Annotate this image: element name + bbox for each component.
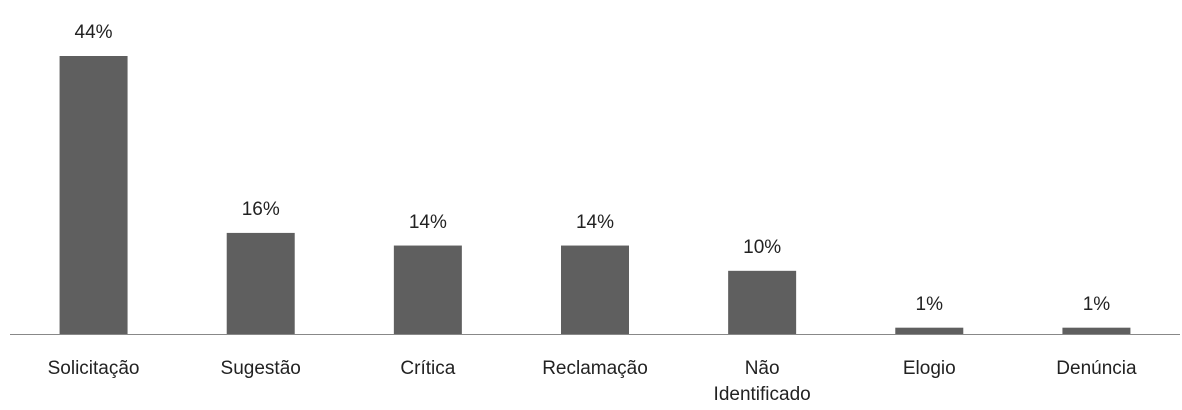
- x-tick-label: Reclamação: [542, 358, 648, 379]
- x-tick-label: Denúncia: [1056, 358, 1137, 379]
- bar: [393, 245, 462, 334]
- bar: [895, 327, 964, 334]
- value-label: 1%: [1082, 293, 1111, 315]
- value-label: 14%: [408, 211, 447, 233]
- bar: [59, 56, 128, 334]
- x-tick-label: Solicitação: [47, 358, 140, 379]
- bar: [728, 270, 797, 334]
- x-tick-label: Sugestão: [220, 358, 301, 379]
- value-label: 16%: [241, 198, 280, 220]
- value-label: 14%: [575, 211, 615, 233]
- x-tick-label: Crítica: [400, 358, 456, 379]
- x-tick-label: Elogio: [902, 358, 956, 379]
- x-tick-label: Não Identificado: [713, 358, 811, 405]
- value-label: 1%: [915, 293, 944, 315]
- value-label: 10%: [743, 236, 782, 258]
- bar: [226, 232, 295, 334]
- value-label: 44%: [74, 22, 113, 43]
- bar: [561, 245, 629, 334]
- bar: [1062, 327, 1131, 334]
